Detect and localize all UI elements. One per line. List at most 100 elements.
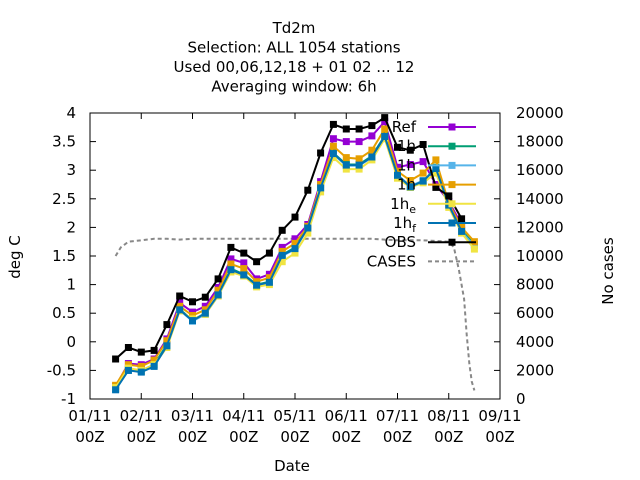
series-5 <box>112 133 466 394</box>
data-point <box>458 223 466 231</box>
legend-marker <box>448 200 456 208</box>
data-point <box>419 141 427 148</box>
y-tick-label: 1.5 <box>52 247 76 265</box>
data-point <box>419 158 427 166</box>
legend-item: Ref <box>392 118 476 136</box>
data-point <box>419 177 427 185</box>
data-point <box>137 348 145 356</box>
y2-tick-label: 2000 <box>516 361 554 379</box>
data-point <box>124 344 132 351</box>
legend-label: 1h <box>397 176 416 194</box>
x-tick-label: 04/11 <box>222 407 265 425</box>
data-point <box>317 188 325 196</box>
x-axis-label: Date <box>274 457 310 475</box>
data-point <box>240 271 248 279</box>
legend-marker <box>448 238 456 246</box>
legend-label: 1h <box>397 156 416 174</box>
data-point <box>265 274 273 282</box>
data-point <box>381 133 389 140</box>
cases-line <box>114 237 476 391</box>
chart-title-line: Selection: ALL 1054 stations <box>187 39 400 57</box>
x-tick-label: 00Z <box>280 428 309 446</box>
data-point <box>227 255 235 263</box>
data-point <box>291 249 299 257</box>
y-tick-label: 1 <box>66 276 76 294</box>
y-axis-label: deg C <box>6 235 24 279</box>
data-point <box>176 292 184 300</box>
data-point <box>432 169 440 177</box>
data-point <box>291 235 299 243</box>
x-tick-label: 03/11 <box>171 407 214 425</box>
data-point <box>406 146 414 154</box>
data-point <box>201 309 209 317</box>
data-point <box>355 125 363 133</box>
y-tick-label: 4 <box>66 104 76 122</box>
series-line <box>114 116 463 360</box>
data-point <box>355 161 363 169</box>
data-point <box>329 120 337 128</box>
data-point <box>394 171 401 179</box>
legend-item: CASES <box>367 252 476 270</box>
data-point <box>150 362 158 370</box>
data-point <box>278 243 286 251</box>
data-point <box>368 122 376 130</box>
y2-tick-label: 4000 <box>516 333 554 351</box>
x-tick-label: 00Z <box>383 428 412 446</box>
y2-tick-label: 20000 <box>516 104 564 122</box>
x-tick-label: 07/11 <box>376 407 419 425</box>
data-point <box>150 346 158 354</box>
data-point <box>342 138 350 146</box>
chart-title-line: Averaging window: 6h <box>211 78 376 96</box>
data-point <box>317 184 325 192</box>
data-point <box>189 317 196 325</box>
data-point <box>342 161 350 169</box>
data-point <box>470 245 478 253</box>
cases-series <box>114 237 476 391</box>
data-point <box>406 177 414 184</box>
data-point <box>355 138 363 146</box>
data-point <box>265 278 273 286</box>
legend-label: 1he <box>390 195 416 216</box>
data-point <box>291 239 299 247</box>
data-point <box>368 132 376 140</box>
data-point <box>406 183 414 191</box>
x-tick-label: 00Z <box>229 428 258 446</box>
data-point <box>291 245 299 253</box>
legend-marker <box>448 219 456 227</box>
data-point <box>329 135 337 143</box>
data-point <box>381 118 389 126</box>
x-tick-label: 00Z <box>485 428 514 446</box>
data-point <box>176 306 184 314</box>
data-point <box>329 150 337 158</box>
chart-title-line: Used 00,06,12,18 + 01 02 ... 12 <box>174 58 415 76</box>
data-point <box>419 169 427 177</box>
data-point <box>355 165 363 173</box>
data-point <box>214 275 222 283</box>
legend-label: 1h <box>397 137 416 155</box>
legend-marker <box>448 181 456 189</box>
data-point <box>163 337 171 345</box>
data-point <box>278 247 286 255</box>
legend-label: 1hf <box>393 214 417 235</box>
data-point <box>227 243 235 251</box>
y-axis: -1 -0.5 0 0.5 1 1.5 2 2.5 3 3.5 4 <box>47 104 96 408</box>
x-tick-label: 00Z <box>332 428 361 446</box>
x-tick-label: 00Z <box>75 428 104 446</box>
legend-item: 1h <box>397 156 476 174</box>
data-point <box>214 291 222 299</box>
data-point <box>163 321 171 329</box>
x-tick-label: 05/11 <box>273 407 316 425</box>
data-point <box>304 186 312 194</box>
data-point <box>278 258 286 266</box>
legend-item: 1hf <box>393 214 476 235</box>
data-point <box>227 266 235 274</box>
data-point <box>342 154 350 162</box>
data-point <box>317 149 325 157</box>
data-point <box>253 281 261 289</box>
legend-label: Ref <box>392 118 417 136</box>
legend-item: 1h <box>397 176 476 194</box>
data-point <box>240 249 248 257</box>
